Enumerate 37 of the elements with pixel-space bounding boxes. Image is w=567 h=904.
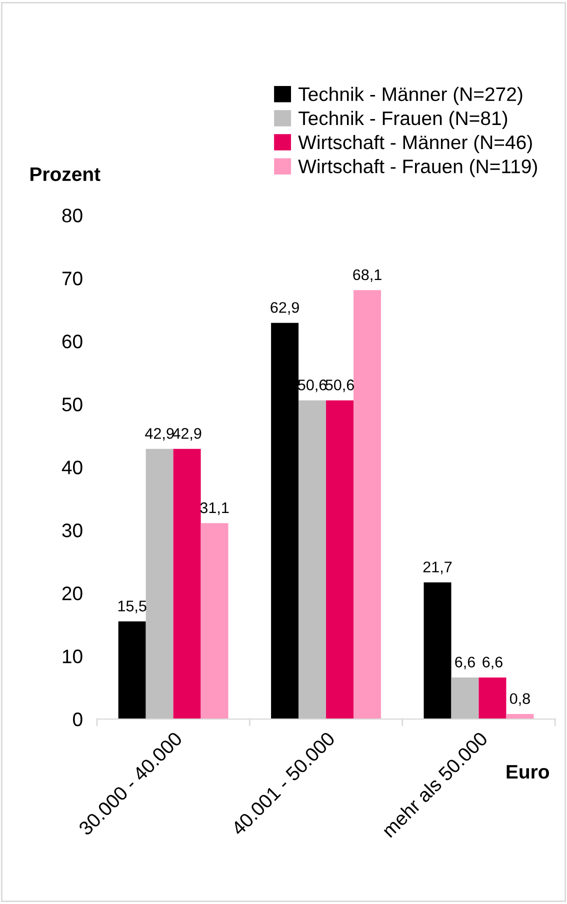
bar xyxy=(478,677,506,720)
data-label: 6,6 xyxy=(482,656,502,670)
bar xyxy=(298,400,326,720)
data-label: 42,9 xyxy=(172,428,202,441)
legend-label: Technik - Männer (N=272) xyxy=(298,86,522,105)
bar xyxy=(173,448,201,720)
bar xyxy=(451,677,479,720)
data-label: 50,6 xyxy=(326,380,354,392)
bar xyxy=(354,290,381,720)
data-label: 50,6 xyxy=(298,380,326,392)
bar xyxy=(200,523,228,720)
data-label: 42,9 xyxy=(145,428,174,441)
data-label: 6,6 xyxy=(455,656,475,670)
data-label: 15,5 xyxy=(118,600,146,614)
bar xyxy=(271,322,299,720)
y-tick-label: 70 xyxy=(62,272,82,286)
y-tick-label: 50 xyxy=(62,398,82,412)
y-tick-label: 0 xyxy=(73,712,82,726)
y-axis-title: Prozent xyxy=(30,168,100,182)
legend-label: Wirtschaft - Frauen (N=119) xyxy=(298,159,537,178)
y-tick-label: 60 xyxy=(62,334,82,348)
bar xyxy=(326,400,354,720)
bar xyxy=(146,448,174,720)
data-label: 62,9 xyxy=(270,302,299,315)
y-tick-label: 80 xyxy=(62,208,82,222)
data-label: 0,8 xyxy=(510,693,530,706)
y-tick-label: 30 xyxy=(62,524,82,538)
y-tick-label: 40 xyxy=(62,460,82,474)
bar xyxy=(118,621,146,720)
data-label: 68,1 xyxy=(353,269,382,282)
bar xyxy=(424,582,452,720)
data-label: 21,7 xyxy=(423,562,452,574)
legend-label: Technik - Frauen (N=81) xyxy=(298,110,508,130)
y-tick-label: 10 xyxy=(62,650,82,664)
x-axis-title: Euro xyxy=(506,765,549,779)
legend-label: Wirtschaft - Männer (N=46) xyxy=(298,134,532,154)
y-tick-label: 20 xyxy=(62,586,82,600)
